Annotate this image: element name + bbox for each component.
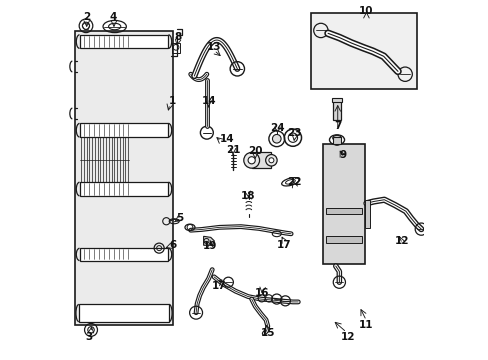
Text: 19: 19 xyxy=(203,241,217,251)
Bar xyxy=(80,35,168,48)
Text: 15: 15 xyxy=(260,328,274,338)
Circle shape xyxy=(244,152,259,168)
Bar xyxy=(79,305,169,321)
Text: 20: 20 xyxy=(247,146,262,156)
Circle shape xyxy=(272,134,281,143)
Text: 24: 24 xyxy=(270,123,284,133)
Text: 7: 7 xyxy=(333,121,341,131)
Bar xyxy=(323,144,364,264)
Bar xyxy=(251,152,271,168)
Bar xyxy=(80,123,168,137)
Bar xyxy=(325,236,361,243)
Text: 14: 14 xyxy=(219,134,234,144)
Bar xyxy=(310,13,416,89)
Ellipse shape xyxy=(332,135,341,141)
Bar xyxy=(80,182,168,196)
Bar xyxy=(325,208,361,214)
Bar xyxy=(331,98,341,102)
Polygon shape xyxy=(203,236,214,245)
Bar xyxy=(75,31,172,325)
Bar xyxy=(364,200,369,228)
Text: 12: 12 xyxy=(394,236,409,246)
Text: 10: 10 xyxy=(359,6,373,17)
Text: 23: 23 xyxy=(287,129,301,138)
Text: 16: 16 xyxy=(255,288,269,298)
Text: 13: 13 xyxy=(206,42,221,52)
Text: 21: 21 xyxy=(225,144,240,154)
Text: 4: 4 xyxy=(110,12,117,22)
Text: 14: 14 xyxy=(201,96,216,106)
Circle shape xyxy=(265,154,277,166)
Circle shape xyxy=(247,157,255,164)
Bar xyxy=(80,248,168,261)
Bar xyxy=(172,42,179,53)
Text: 1: 1 xyxy=(169,96,176,106)
Text: 22: 22 xyxy=(286,177,301,187)
Text: 8: 8 xyxy=(174,32,182,41)
Text: 5: 5 xyxy=(176,213,183,222)
Circle shape xyxy=(268,158,273,163)
Text: 17: 17 xyxy=(276,239,291,249)
Text: 18: 18 xyxy=(241,191,255,201)
Text: 9: 9 xyxy=(339,150,346,160)
Text: 12: 12 xyxy=(340,332,354,342)
Text: 6: 6 xyxy=(169,239,176,249)
Text: 11: 11 xyxy=(359,320,373,330)
Text: 3: 3 xyxy=(85,332,92,342)
Text: 2: 2 xyxy=(83,12,90,22)
Bar xyxy=(332,100,341,120)
Text: 17: 17 xyxy=(212,281,226,291)
Bar xyxy=(333,137,340,144)
